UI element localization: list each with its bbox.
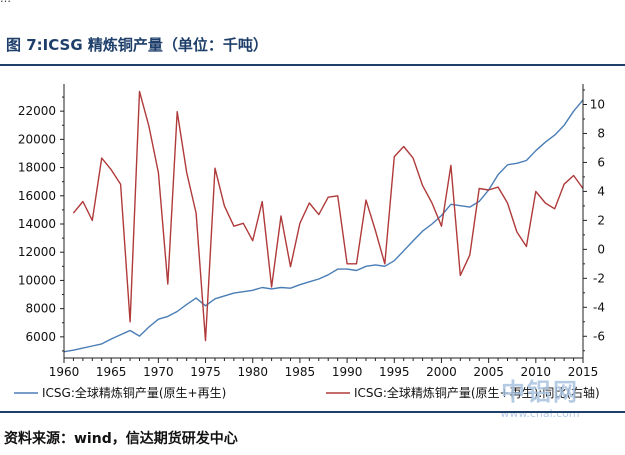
title-rule — [0, 64, 625, 66]
x-tick-label: 1975 — [190, 365, 221, 379]
legend: ICSG:全球精炼铜产量(原生+再生) ICSG:全球精炼铜产量(原生+再生):同… — [14, 385, 600, 400]
watermark-url: www.cnal.com — [500, 407, 580, 420]
chart: 1960 1965 1970 1975 1980 1985 1990 1995 2000 2005… — [14, 84, 605, 400]
plot-area — [63, 90, 584, 353]
x-tick-label: 2010 — [521, 365, 552, 379]
x-tick-label: 2005 — [473, 365, 504, 379]
y-right-tick-label: -2 — [593, 271, 605, 285]
y-axis-right: -6 -4 -2 0 2 4 6 8 10 — [582, 84, 605, 358]
x-axis: 1960 1965 1970 1975 1980 1985 1990 1995 2000 2005… — [49, 357, 599, 379]
y-left-tick-label: 8000 — [25, 302, 56, 316]
y-left-tick-label: 6000 — [25, 330, 56, 344]
legend-item-yoy-label: ICSG:全球精炼铜产量(原生+再生):同比(右轴) — [354, 385, 600, 400]
y-right-tick-label: 4 — [597, 184, 605, 198]
page-top-fragment: … — [0, 0, 625, 8]
source-note: 资料来源：wind，信达期货研发中心 — [4, 431, 238, 447]
y-left-tick-label: 14000 — [18, 217, 56, 231]
watermark: 中铝网 www.cnal.com — [470, 372, 610, 420]
y-axis-left: 6000 8000 10000 12000 14000 16000 18000 20000 22… — [18, 84, 65, 358]
x-tick-label: 2015 — [568, 365, 599, 379]
source-rule — [0, 411, 625, 413]
y-right-tick-label: -4 — [593, 300, 605, 314]
x-tick-label: 1965 — [96, 365, 127, 379]
x-tick-label: 1970 — [143, 365, 174, 379]
y-right-tick-label: 2 — [597, 213, 605, 227]
series-line-yoy — [72, 90, 584, 342]
y-right-tick-label: 0 — [597, 242, 605, 256]
y-right-tick-label: 8 — [597, 126, 605, 140]
x-tick-label: 1960 — [49, 365, 80, 379]
x-tick-label: 1985 — [285, 365, 316, 379]
y-left-tick-label: 22000 — [18, 104, 56, 118]
y-left-tick-label: 12000 — [18, 245, 56, 259]
x-tick-label: 1995 — [379, 365, 410, 379]
y-left-tick-label: 10000 — [18, 273, 56, 287]
x-tick-label: 1980 — [237, 365, 268, 379]
legend-item-production-label: ICSG:全球精炼铜产量(原生+再生) — [42, 385, 226, 400]
y-right-tick-label: 10 — [590, 97, 605, 111]
y-left-tick-label: 18000 — [18, 161, 56, 175]
series-line-production — [63, 99, 584, 353]
y-right-tick-label: -6 — [593, 329, 605, 343]
x-tick-label: 1990 — [332, 365, 363, 379]
x-tick-label: 2000 — [426, 365, 457, 379]
y-left-tick-label: 20000 — [18, 132, 56, 146]
figure-title: 图 7:ICSG 精炼铜产量（单位：千吨） — [6, 36, 268, 54]
watermark-logo: 中铝网 — [501, 378, 579, 406]
y-left-tick-label: 16000 — [18, 189, 56, 203]
y-right-tick-label: 6 — [597, 155, 605, 169]
